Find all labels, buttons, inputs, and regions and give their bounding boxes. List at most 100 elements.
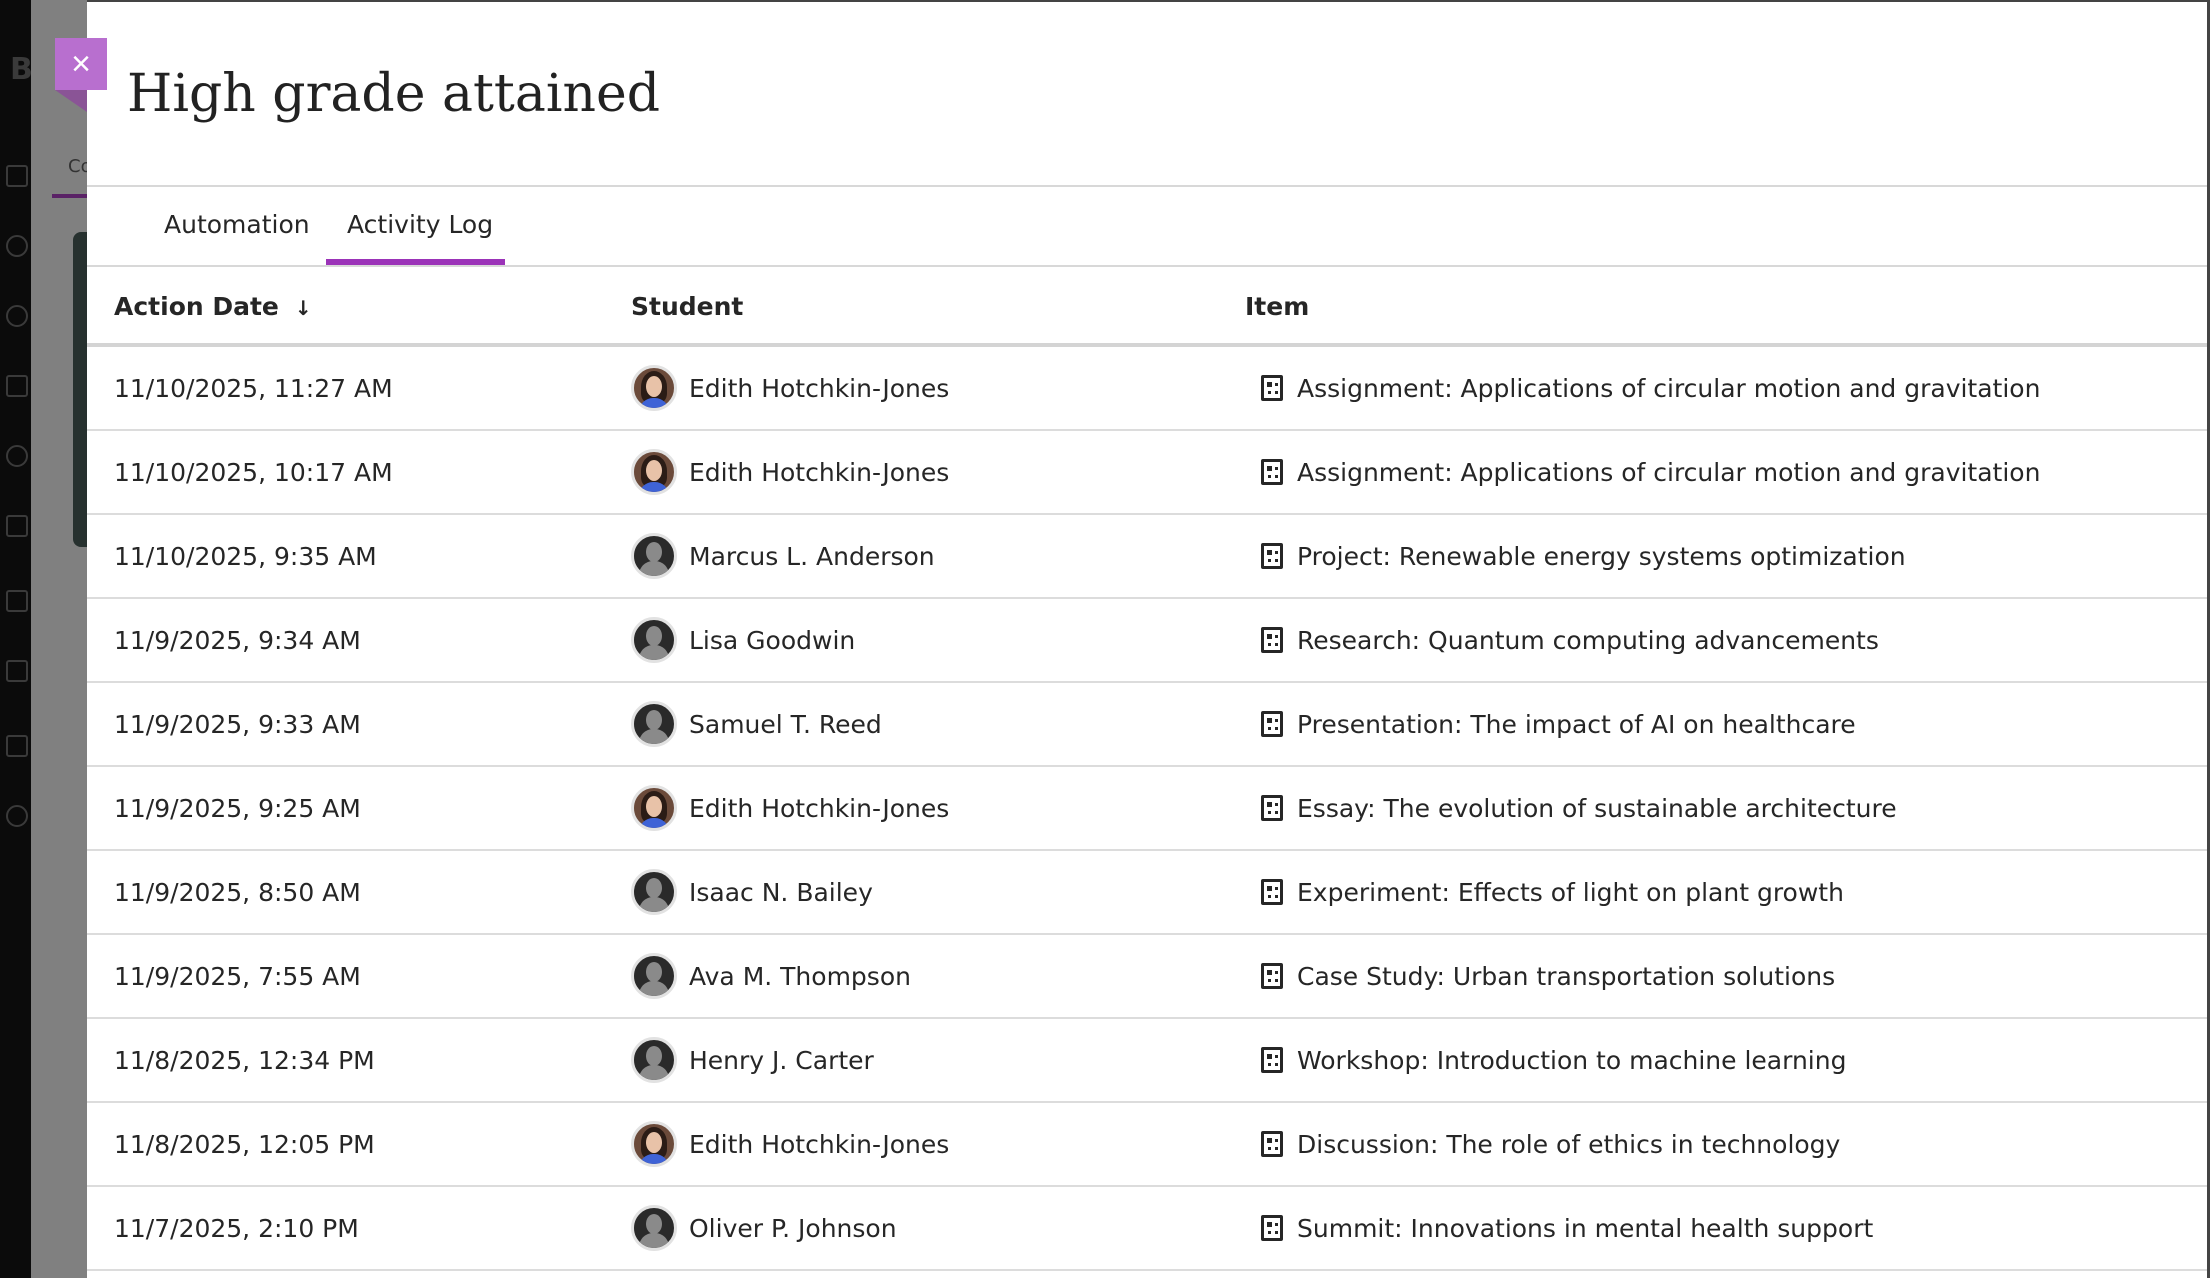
action-date: 11/9/2025, 9:34 AM: [114, 625, 361, 655]
header-action-date-label: Action Date: [114, 292, 279, 321]
assignment-document-icon: [1261, 1047, 1283, 1073]
avatar-placeholder-icon: [631, 533, 677, 579]
item-name[interactable]: Discussion: The role of ethics in techno…: [1297, 1129, 1841, 1159]
avatar: [631, 785, 677, 831]
item-name[interactable]: Essay: The evolution of sustainable arch…: [1297, 793, 1897, 823]
tab-automation[interactable]: Automation: [164, 210, 310, 239]
action-date: 11/10/2025, 11:27 AM: [114, 373, 393, 403]
item-cell[interactable]: Case Study: Urban transportation solutio…: [1253, 935, 1835, 1017]
student-cell[interactable]: Edith Hotchkin-Jones: [631, 431, 949, 513]
profile-icon: [6, 235, 28, 257]
active-tab-indicator: [326, 259, 505, 265]
student-cell[interactable]: Isaac N. Bailey: [631, 851, 873, 933]
student-cell[interactable]: Lisa Goodwin: [631, 599, 855, 681]
table-row: 11/9/2025, 9:25 AM Edith Hotchkin-Jones Es…: [87, 767, 2207, 851]
background-content: [31, 0, 91, 1278]
item-cell[interactable]: Research: Quantum computing advancements: [1253, 599, 1879, 681]
avatar-placeholder-icon: [631, 701, 677, 747]
item-name[interactable]: Assignment: Applications of circular mot…: [1297, 457, 2041, 487]
student-cell[interactable]: Edith Hotchkin-Jones: [631, 347, 949, 429]
student-cell[interactable]: Oliver P. Johnson: [631, 1187, 897, 1269]
globe-icon: [6, 305, 28, 327]
tab-activity-log[interactable]: Activity Log: [347, 210, 494, 239]
assignment-document-icon: [1261, 1131, 1283, 1157]
student-name[interactable]: Edith Hotchkin-Jones: [689, 457, 950, 487]
background-sidebar: B: [0, 0, 33, 1278]
student-cell[interactable]: Samuel T. Reed: [631, 683, 882, 765]
action-date: 11/10/2025, 10:17 AM: [114, 457, 393, 487]
item-cell[interactable]: Project: Renewable energy systems optimi…: [1253, 515, 1906, 597]
action-date: 11/8/2025, 12:34 PM: [114, 1045, 375, 1075]
groups-icon: [6, 445, 28, 467]
divider: [87, 185, 2207, 187]
student-name[interactable]: Samuel T. Reed: [689, 709, 882, 739]
student-cell[interactable]: Edith Hotchkin-Jones: [631, 767, 949, 849]
activity-panel: High grade attained Automation Activity …: [87, 0, 2210, 1278]
student-name[interactable]: Henry J. Carter: [689, 1045, 874, 1075]
background-tab-underline: [52, 194, 88, 198]
header-item: Item: [1245, 292, 1310, 321]
calendar-icon: [6, 515, 28, 537]
background-tab: Co: [68, 156, 92, 177]
item-name[interactable]: Presentation: The impact of AI on health…: [1297, 709, 1856, 739]
avatar-placeholder-icon: [631, 869, 677, 915]
item-cell[interactable]: Workshop: Introduction to machine learni…: [1253, 1019, 1846, 1101]
table-row: 11/9/2025, 8:50 AM Isaac N. Bailey Experim…: [87, 851, 2207, 935]
table-row: 11/8/2025, 12:05 PM Edith Hotchkin-Jones D…: [87, 1103, 2207, 1187]
messages-icon: [6, 590, 28, 612]
sort-descending-icon[interactable]: ↓: [294, 296, 312, 320]
item-cell[interactable]: Essay: The evolution of sustainable arch…: [1253, 767, 1897, 849]
item-name[interactable]: Research: Quantum computing advancements: [1297, 625, 1879, 655]
student-name[interactable]: Edith Hotchkin-Jones: [689, 793, 950, 823]
assignment-document-icon: [1261, 963, 1283, 989]
student-name[interactable]: Edith Hotchkin-Jones: [689, 1129, 950, 1159]
student-name[interactable]: Ava M. Thompson: [689, 961, 911, 991]
close-button[interactable]: ×: [55, 38, 107, 90]
page-title: High grade attained: [127, 64, 660, 124]
item-name[interactable]: Assignment: Applications of circular mot…: [1297, 373, 2041, 403]
assignment-document-icon: [1261, 1215, 1283, 1241]
item-name[interactable]: Project: Renewable energy systems optimi…: [1297, 541, 1906, 571]
assignment-document-icon: [1261, 375, 1283, 401]
student-cell[interactable]: Marcus L. Anderson: [631, 515, 935, 597]
header-action-date[interactable]: Action Date ↓: [114, 292, 312, 321]
assignment-document-icon: [1261, 459, 1283, 485]
action-date: 11/8/2025, 12:05 PM: [114, 1129, 375, 1159]
item-cell[interactable]: Presentation: The impact of AI on health…: [1253, 683, 1856, 765]
item-name[interactable]: Case Study: Urban transportation solutio…: [1297, 961, 1836, 991]
item-name[interactable]: Summit: Innovations in mental health sup…: [1297, 1213, 1874, 1243]
edit-icon: [6, 735, 28, 757]
assignment-document-icon: [1261, 627, 1283, 653]
assignment-document-icon: [1261, 879, 1283, 905]
student-name[interactable]: Isaac N. Bailey: [689, 877, 873, 907]
table-row: 11/7/2025, 2:10 PM Oliver P. Johnson Summi…: [87, 1187, 2207, 1271]
table-row: 11/9/2025, 9:34 AM Lisa Goodwin Research: …: [87, 599, 2207, 683]
item-name[interactable]: Experiment: Effects of light on plant gr…: [1297, 877, 1844, 907]
student-name[interactable]: Lisa Goodwin: [689, 625, 856, 655]
avatar-placeholder-icon: [631, 617, 677, 663]
item-cell[interactable]: Discussion: The role of ethics in techno…: [1253, 1103, 1840, 1185]
courses-icon: [6, 375, 28, 397]
student-name[interactable]: Edith Hotchkin-Jones: [689, 373, 950, 403]
table-row: 11/9/2025, 9:33 AM Samuel T. Reed Presenta…: [87, 683, 2207, 767]
table-row: 11/10/2025, 10:17 AM Edith Hotchkin-Jones…: [87, 431, 2207, 515]
student-cell[interactable]: Ava M. Thompson: [631, 935, 911, 1017]
item-cell[interactable]: Experiment: Effects of light on plant gr…: [1253, 851, 1844, 933]
student-cell[interactable]: Henry J. Carter: [631, 1019, 874, 1101]
avatar-placeholder-icon: [631, 1205, 677, 1251]
student-name[interactable]: Oliver P. Johnson: [689, 1213, 897, 1243]
item-cell[interactable]: Summit: Innovations in mental health sup…: [1253, 1187, 1873, 1269]
item-cell[interactable]: Assignment: Applications of circular mot…: [1253, 431, 2040, 513]
avatar: [631, 365, 677, 411]
institution-icon: [6, 165, 28, 187]
item-cell[interactable]: Assignment: Applications of circular mot…: [1253, 347, 2040, 429]
student-name[interactable]: Marcus L. Anderson: [689, 541, 935, 571]
action-date: 11/9/2025, 9:33 AM: [114, 709, 361, 739]
assignment-document-icon: [1261, 795, 1283, 821]
action-date: 11/7/2025, 2:10 PM: [114, 1213, 359, 1243]
assignment-document-icon: [1261, 543, 1283, 569]
item-name[interactable]: Workshop: Introduction to machine learni…: [1297, 1045, 1847, 1075]
student-cell[interactable]: Edith Hotchkin-Jones: [631, 1103, 949, 1185]
table-row: 11/10/2025, 11:27 AM Edith Hotchkin-Jones…: [87, 347, 2207, 431]
avatar-placeholder-icon: [631, 953, 677, 999]
